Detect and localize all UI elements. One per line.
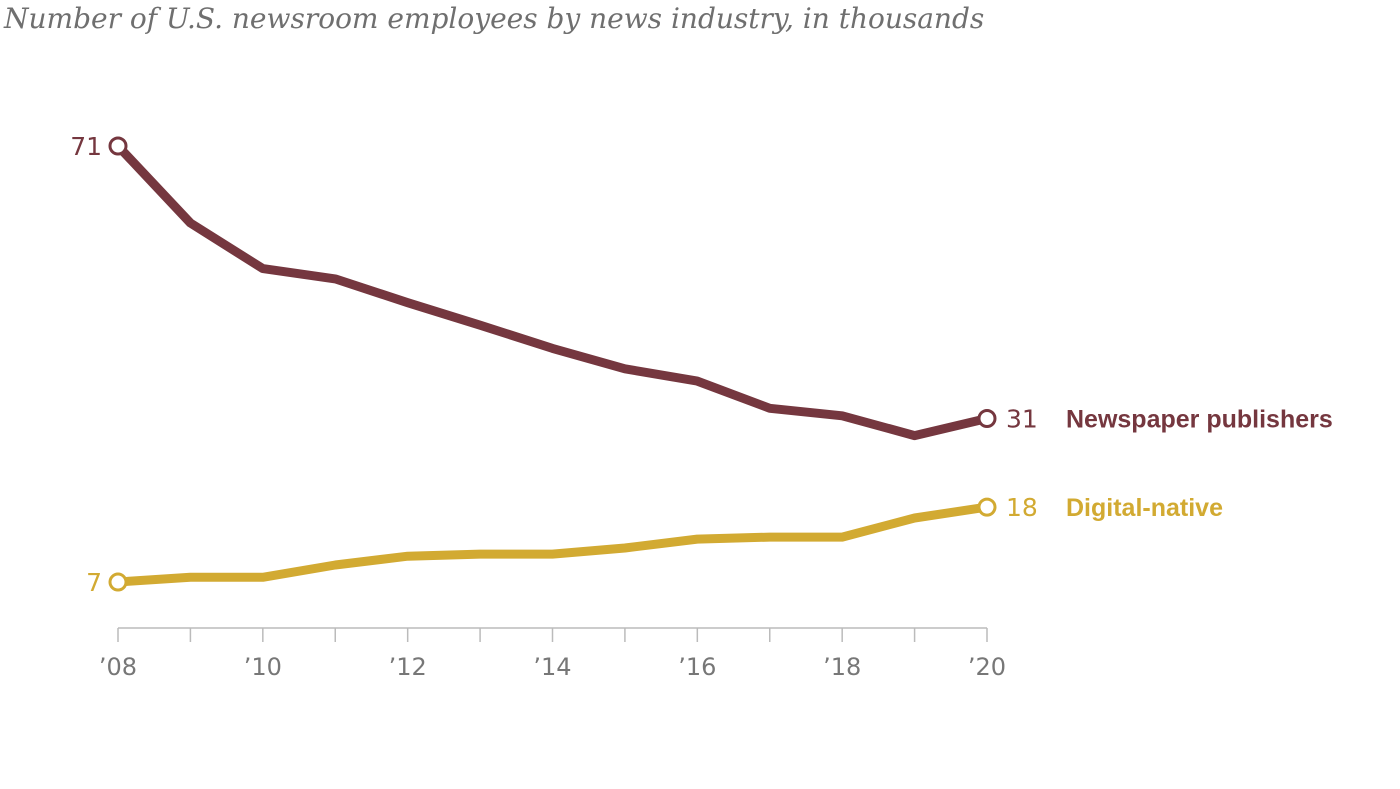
series-0-start-label: 71 [70,132,102,161]
x-tick-label: ’18 [823,653,861,681]
series-1-end-label: 18 [1006,493,1038,522]
x-tick-label: ’20 [968,653,1006,681]
series-0-endpoint-marker [977,409,997,429]
series-0-name-label: Newspaper publishers [1066,406,1333,434]
series-line-0 [113,141,992,441]
series-1-endpoint-marker [977,497,997,517]
chart-title: Number of U.S. newsroom employees by new… [4,2,985,35]
series-0-end-label: 31 [1006,405,1038,434]
series-1-start-label: 7 [86,568,102,597]
x-tick-label: ’08 [99,653,137,681]
x-tick-label: ’14 [533,653,571,681]
x-axis: ’08 ’10 ’12 ’14 ’16 ’18 ’20 [99,627,1006,681]
label-group: 71 31 Newspaper publishers 7 18 Digital-nativ… [70,132,1333,597]
series-0-endpoint-marker [108,136,128,156]
x-tick-label: ’10 [244,653,282,681]
x-tick-label: ’12 [389,653,427,681]
series-line-1 [113,502,992,587]
x-tick-label: ’16 [678,653,716,681]
series-group [108,136,997,592]
series-1-endpoint-marker [108,572,128,592]
series-1-name-label: Digital-native [1066,494,1223,522]
